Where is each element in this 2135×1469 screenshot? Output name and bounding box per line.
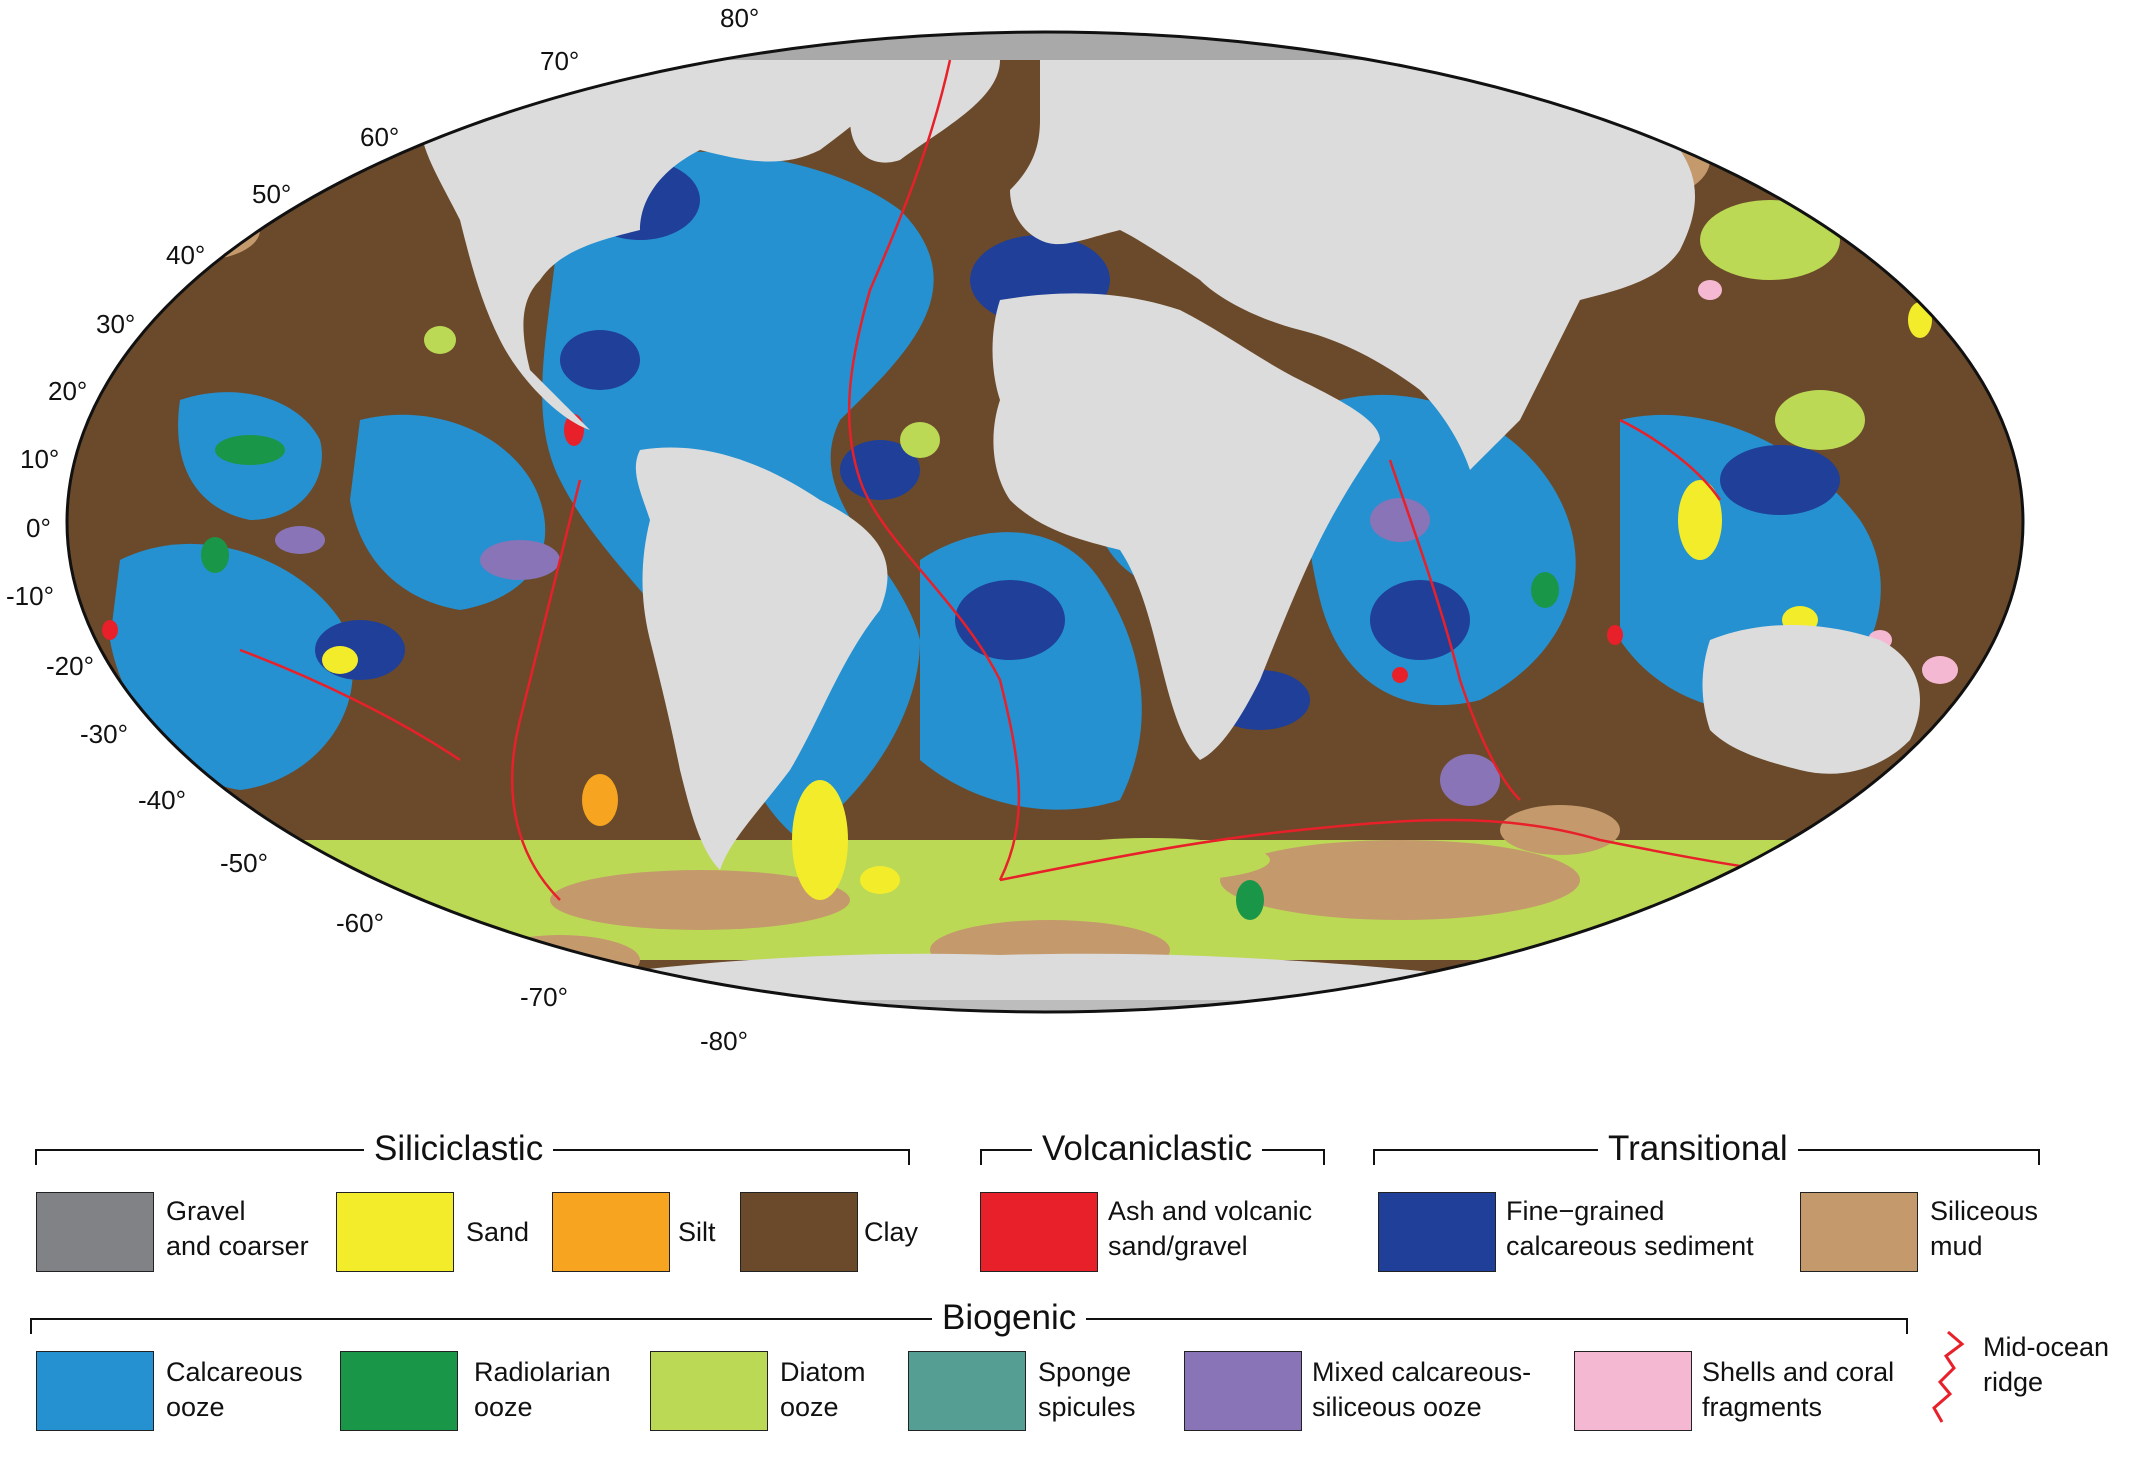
label-clay: Clay — [864, 1217, 919, 1247]
land-masses — [400, 60, 1920, 1012]
swatch-sand — [336, 1192, 454, 1272]
radiolarian-ooze-regions — [201, 435, 1559, 920]
label-sand: Sand — [466, 1217, 530, 1247]
label-ash: Ash and volcanic sand/gravel — [1108, 1196, 1313, 1261]
label-calcareous-ooze: Calcareous ooze — [166, 1357, 303, 1422]
label-sponge-spicules: Sponge spicules — [1038, 1357, 1136, 1422]
lat-label: 20° — [48, 376, 87, 406]
latitude-labels: 80° 70° 60° 50° 40° 30° 20° 10° 0° -10° … — [6, 3, 759, 1056]
swatch-mixed-ooze — [1184, 1351, 1302, 1431]
lat-label: 80° — [720, 3, 759, 33]
swatch-siliceous-mud — [1800, 1192, 1918, 1272]
swatch-ash — [980, 1192, 1098, 1272]
swatch-diatom-ooze — [650, 1351, 768, 1431]
ridge-symbol-icon — [1932, 1330, 1965, 1423]
lat-label: -10° — [6, 581, 54, 611]
lat-label: -70° — [520, 982, 568, 1012]
lat-label: -60° — [336, 908, 384, 938]
transitional-heading: Transitional — [1598, 1129, 1798, 1169]
lat-label: 70° — [540, 46, 579, 76]
swatch-calcareous-ooze — [36, 1351, 154, 1431]
lat-label: 50° — [252, 179, 291, 209]
lat-label: 0° — [26, 513, 51, 543]
lat-label: 30° — [96, 309, 135, 339]
lat-label: 10° — [20, 444, 59, 474]
swatch-fine-calcareous — [1378, 1192, 1496, 1272]
siliciclastic-heading: Siliciclastic — [364, 1129, 554, 1169]
biogenic-heading: Biogenic — [932, 1298, 1087, 1338]
label-diatom-ooze: Diatom ooze — [780, 1357, 866, 1422]
diatom-ooze-regions — [424, 200, 1865, 458]
lat-label: -50° — [220, 848, 268, 878]
label-shells-coral: Shells and coral fragments — [1702, 1357, 1895, 1422]
arctic-ice-strip — [67, 32, 2023, 60]
lat-label: -40° — [138, 785, 186, 815]
globe-outline — [65, 30, 2025, 1014]
lat-label: 40° — [166, 240, 205, 270]
lat-label: 60° — [360, 122, 399, 152]
lat-label: -80° — [700, 1026, 748, 1056]
label-gravel: Gravel and coarser — [166, 1196, 309, 1261]
swatch-gravel — [36, 1192, 154, 1272]
volcaniclastic-heading: Volcaniclastic — [1032, 1129, 1263, 1169]
label-mid-ocean-ridge: Mid-ocean ridge — [1983, 1332, 2110, 1397]
swatch-sponge-spicules — [908, 1351, 1026, 1431]
swatch-clay — [740, 1192, 858, 1272]
antarctic-ice-strip — [67, 1000, 2023, 1012]
label-fine-calcareous: Fine−grained calcareous sediment — [1506, 1196, 1754, 1261]
world-seafloor-sediment-map: 80° 70° 60° 50° 40° 30° 20° 10° 0° -10° … — [6, 3, 2025, 1056]
swatch-radiolarian-ooze — [340, 1351, 458, 1431]
label-siliceous-mud: Siliceous mud — [1930, 1196, 2039, 1261]
swatch-shells-coral — [1574, 1351, 1692, 1431]
label-radiolarian-ooze: Radiolarian ooze — [474, 1357, 611, 1422]
lat-label: -30° — [80, 719, 128, 749]
lat-label: -20° — [46, 651, 94, 681]
label-mixed-ooze: Mixed calcareous- siliceous ooze — [1312, 1357, 1532, 1422]
label-silt: Silt — [678, 1217, 716, 1247]
swatch-silt — [552, 1192, 670, 1272]
